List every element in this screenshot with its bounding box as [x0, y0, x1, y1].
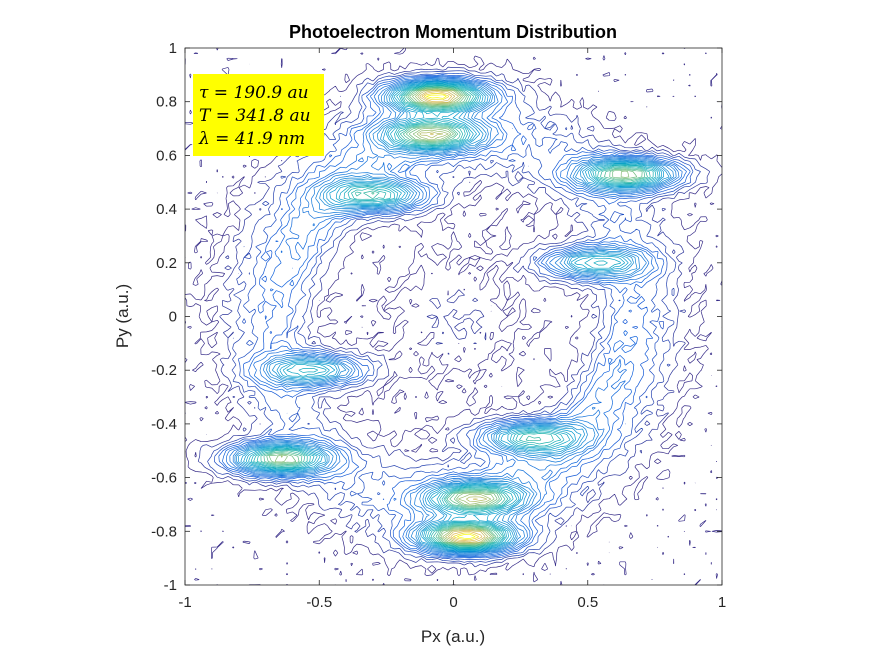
contour-lines [185, 48, 722, 585]
annotation-wavelength: λ = 41.9 nm [198, 129, 305, 149]
y-tick-label: 0.4 [156, 201, 177, 218]
y-tick-label: 0.6 [156, 147, 177, 164]
contour-level-25 [280, 89, 492, 544]
contour-level-23 [268, 87, 638, 546]
y-tick-label: 0 [169, 309, 177, 326]
annotation-period: T = 341.8 au [199, 106, 311, 126]
contour-level-16 [248, 83, 659, 550]
contour-level-9 [232, 78, 677, 555]
x-tick-label: 0 [449, 594, 457, 611]
contour-level-12 [237, 80, 670, 553]
y-tick-label: 1 [169, 40, 177, 57]
contour-level-24 [274, 88, 630, 545]
contour-level-19 [256, 85, 651, 548]
contour-level-8 [229, 77, 680, 556]
contour-level-28 [421, 91, 483, 542]
contour-level-26 [417, 89, 489, 544]
annotation-tau: τ = 190.9 au [199, 83, 309, 103]
y-axis-label: Py (a.u.) [113, 284, 132, 348]
contour-level-27 [419, 90, 486, 543]
y-tick-label: -1 [164, 577, 177, 594]
contour-level-6 [222, 75, 687, 558]
y-tick-label: -0.8 [151, 523, 177, 540]
x-tick-label: -0.5 [306, 594, 332, 611]
chart-title: Photoelectron Momentum Distribution [289, 22, 617, 42]
x-tick-label: 0.5 [577, 594, 598, 611]
y-tick-label: -0.6 [151, 470, 177, 487]
y-tick-label: -0.4 [151, 416, 177, 433]
y-tick-label: -0.2 [151, 362, 177, 379]
x-tick-label: 1 [718, 594, 726, 611]
annotation-box [193, 74, 324, 156]
contour-level-18 [253, 84, 654, 549]
contour-level-15 [245, 82, 661, 551]
contour-level-22 [266, 87, 643, 546]
contour-level-14 [243, 82, 662, 551]
contour-level-30 [426, 94, 476, 539]
contour-level-13 [240, 81, 665, 552]
contour-level-10 [234, 79, 674, 554]
contour-level-5 [218, 74, 691, 559]
contour-level-4 [213, 72, 694, 561]
parameter-annotation: τ = 190.9 au T = 341.8 au λ = 41.9 nm [193, 74, 324, 156]
x-tick-label: -1 [178, 594, 191, 611]
contour-level-11 [236, 79, 672, 554]
contour-level-29 [423, 93, 479, 541]
axis-ticks: -1 -0.5 0 0.5 1 1 0.8 0.6 0.4 0.2 0 -0.2 -0.4 -0.6 -0.… [151, 40, 726, 611]
contour-level-20 [260, 86, 648, 548]
y-tick-label: 0.2 [156, 255, 177, 272]
y-tick-label: 0.8 [156, 94, 177, 111]
contour-level-7 [226, 76, 683, 557]
x-axis-label: Px (a.u.) [421, 627, 485, 646]
contour-level-17 [250, 84, 657, 550]
contour-level-21 [263, 86, 646, 547]
